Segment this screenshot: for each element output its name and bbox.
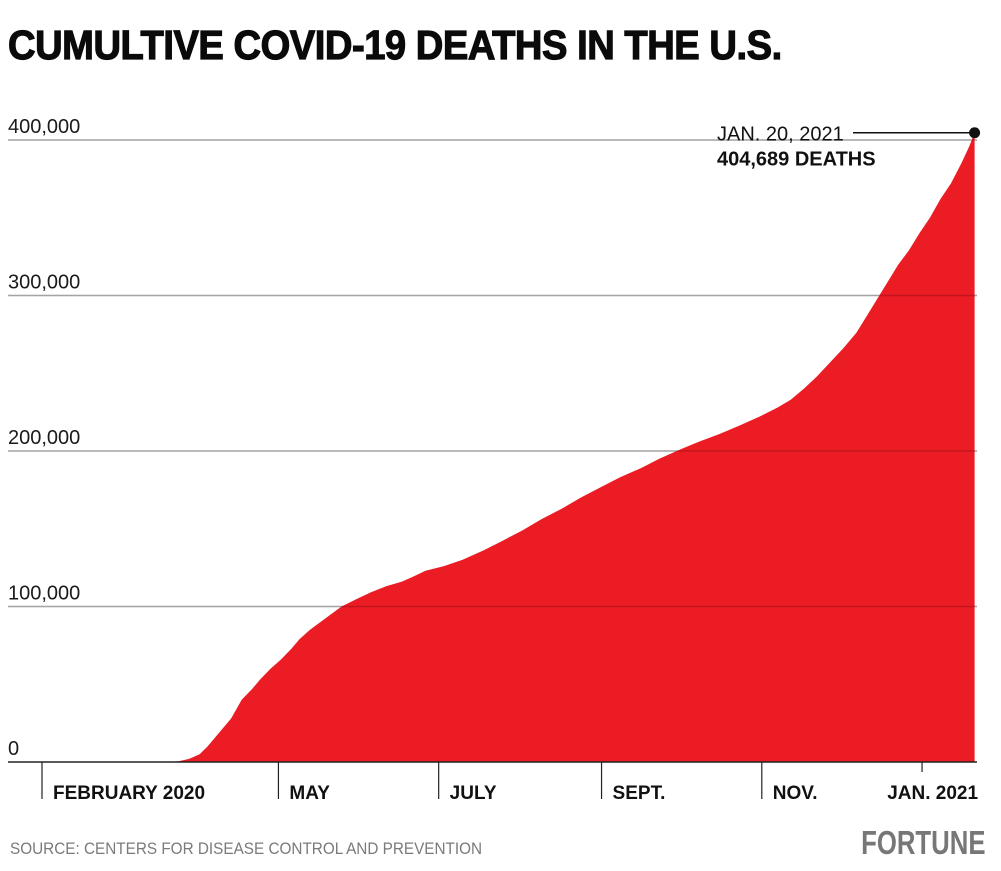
y-tick-label: 400,000 [8,116,80,138]
deaths-area [7,132,975,762]
annotation-value: 404,689 DEATHS [717,149,876,171]
chart-title: CUMULTIVE COVID-19 DEATHS IN THE U.S. [7,21,782,68]
x-tick-label: NOV. [773,783,818,804]
y-tick-label: 100,000 [8,583,80,605]
fortune-logo: FORTUNE [860,824,985,861]
y-axis-labels: 0 100,000 200,000 300,000 400,000 [8,116,80,760]
x-tick-label: FEBRUARY 2020 [53,783,205,804]
y-tick-label: 0 [8,738,19,760]
x-tick-label: JULY [450,783,497,804]
x-axis: FEBRUARY 2020 MAY JULY SEPT. NOV. JAN. 2021 [8,761,978,804]
x-tick-label: MAY [289,783,330,804]
x-tick-label: SEPT. [613,783,666,804]
x-tick-label: JAN. 2021 [887,783,978,804]
y-tick-label: 200,000 [8,427,80,449]
annotation-marker [969,127,981,139]
source-note: SOURCE: CENTERS FOR DISEASE CONTROL AND … [10,839,483,858]
annotation-date: JAN. 20, 2021 [717,124,844,146]
y-tick-label: 300,000 [8,272,80,294]
annotation: JAN. 20, 2021 404,689 DEATHS [8,124,981,608]
